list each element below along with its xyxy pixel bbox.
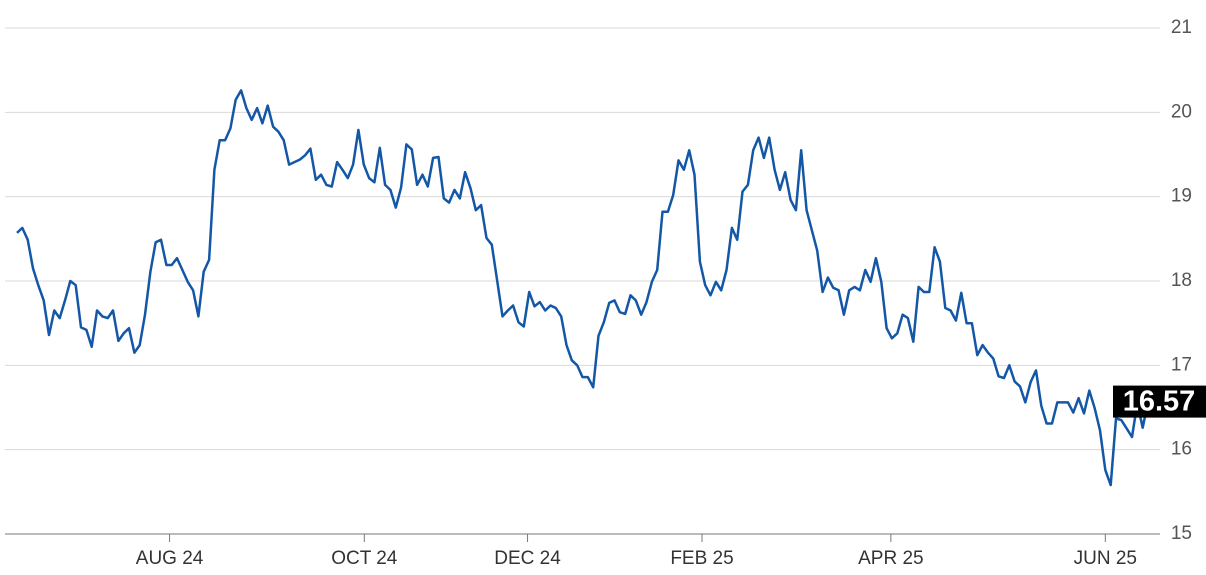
x-tick-label: AUG 24 (136, 548, 204, 569)
x-tick-label: DEC 24 (494, 548, 561, 569)
x-tick-label: APR 25 (858, 548, 923, 569)
price-line (16, 89, 1150, 487)
y-tick-label: 19 (1171, 186, 1192, 207)
last-value-badge (1113, 385, 1206, 418)
y-tick-label: 17 (1171, 354, 1192, 375)
y-tick-label: 16 (1171, 439, 1192, 460)
x-tick-label: JUN 25 (1074, 548, 1137, 569)
y-tick-label: 20 (1171, 101, 1192, 122)
last-value-label: 16.57 (1123, 385, 1196, 417)
x-tick-label: OCT 24 (331, 548, 398, 569)
y-tick-label: 21 (1171, 17, 1192, 38)
x-tick-label: FEB 25 (670, 548, 733, 569)
y-tick-label: 15 (1171, 523, 1192, 544)
y-tick-label: 18 (1171, 270, 1192, 291)
